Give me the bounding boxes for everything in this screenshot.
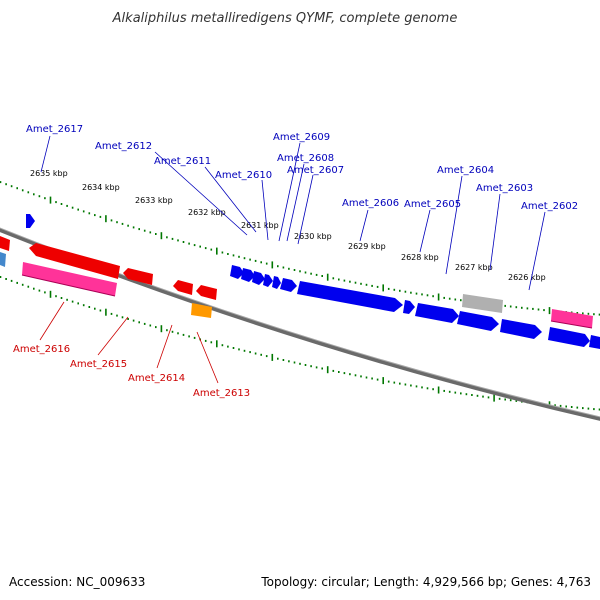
gene-amet-2609[interactable] xyxy=(263,274,273,287)
gene-label-amet-2613[interactable]: Amet_2613 xyxy=(193,388,250,399)
kbp-label: 2627 kbp xyxy=(455,263,493,272)
gene-forward-right-2[interactable] xyxy=(589,335,600,349)
gene-label-amet-2611[interactable]: Amet_2611 xyxy=(154,156,211,167)
gene-forward-right-1[interactable] xyxy=(548,327,590,347)
gene-label-amet-2609[interactable]: Amet_2609 xyxy=(273,132,330,143)
outer-tick-track xyxy=(0,181,600,316)
kbp-label: 2633 kbp xyxy=(135,196,173,205)
kbp-label: 2629 kbp xyxy=(348,242,386,251)
gene-label-amet-2610[interactable]: Amet_2610 xyxy=(215,170,272,181)
gene-pink-right[interactable] xyxy=(551,309,593,328)
gene-label-amet-2612[interactable]: Amet_2612 xyxy=(95,141,152,152)
reverse-genes xyxy=(0,236,217,300)
gene-reverse-small-1[interactable] xyxy=(173,280,193,295)
genome-summary-text: Topology: circular; Length: 4,929,566 bp… xyxy=(260,575,591,589)
accession-text: Accession: NC_009633 xyxy=(9,575,145,589)
gene-label-amet-2607[interactable]: Amet_2607 xyxy=(287,165,344,176)
gene-steel-left[interactable] xyxy=(0,252,6,267)
kbp-label: 2630 kbp xyxy=(294,232,332,241)
gene-amet-2607[interactable] xyxy=(280,278,297,292)
gene-label-amet-2608[interactable]: Amet_2608 xyxy=(277,153,334,164)
gene-amet-2602[interactable] xyxy=(500,319,542,339)
gene-amet-2611[interactable] xyxy=(241,268,255,282)
forward-leader-lines xyxy=(40,135,546,291)
kbp-label: 2626 kbp xyxy=(508,273,546,282)
gene-amet-2616[interactable] xyxy=(22,262,117,296)
gene-label-amet-2616[interactable]: Amet_2616 xyxy=(13,344,70,355)
kbp-label: 2628 kbp xyxy=(401,253,439,262)
kbp-label: 2634 kbp xyxy=(82,183,120,192)
gene-amet-2604[interactable] xyxy=(415,303,459,323)
inner-tick-track xyxy=(0,276,600,411)
gene-amet-2605[interactable] xyxy=(403,300,415,314)
gene-amet-2613[interactable] xyxy=(191,303,212,318)
gene-amet-2608[interactable] xyxy=(272,276,281,289)
forward-gene-labels: Amet_2617 Amet_2612 Amet_2611 Amet_2610 … xyxy=(26,124,578,212)
kbp-label: 2632 kbp xyxy=(188,208,226,217)
reverse-leader-lines xyxy=(39,301,219,384)
gene-reverse-small-2[interactable] xyxy=(196,285,217,300)
gene-label-amet-2617[interactable]: Amet_2617 xyxy=(26,124,83,135)
gene-amet-2610[interactable] xyxy=(252,271,265,285)
gene-amet-2614[interactable] xyxy=(123,268,153,285)
gene-amet-2606[interactable] xyxy=(297,281,403,312)
gene-label-amet-2603[interactable]: Amet_2603 xyxy=(476,183,533,194)
gene-amet-2603[interactable] xyxy=(457,311,499,331)
gene-label-amet-2604[interactable]: Amet_2604 xyxy=(437,165,494,176)
gene-grey[interactable] xyxy=(462,294,503,313)
map-title: Alkaliphilus metalliredigens QYMF, compl… xyxy=(112,11,458,26)
kbp-label: 2631 kbp xyxy=(241,221,279,230)
gene-amet-2617[interactable] xyxy=(26,214,35,228)
gene-amet-2612[interactable] xyxy=(230,265,244,279)
gene-label-amet-2602[interactable]: Amet_2602 xyxy=(521,201,578,212)
kbp-tick-labels: 2635 kbp 2634 kbp 2633 kbp 2632 kbp 2631… xyxy=(30,169,546,282)
gene-label-amet-2606[interactable]: Amet_2606 xyxy=(342,198,399,209)
reverse-gene-labels: Amet_2616 Amet_2615 Amet_2614 Amet_2613 xyxy=(13,344,250,399)
gene-amet-2615[interactable] xyxy=(29,243,120,279)
gene-label-amet-2615[interactable]: Amet_2615 xyxy=(70,359,127,370)
kbp-label: 2635 kbp xyxy=(30,169,68,178)
gene-reverse-left[interactable] xyxy=(0,236,10,251)
gene-label-amet-2614[interactable]: Amet_2614 xyxy=(128,373,185,384)
forward-genes xyxy=(26,214,600,349)
gene-label-amet-2605[interactable]: Amet_2605 xyxy=(404,199,461,210)
